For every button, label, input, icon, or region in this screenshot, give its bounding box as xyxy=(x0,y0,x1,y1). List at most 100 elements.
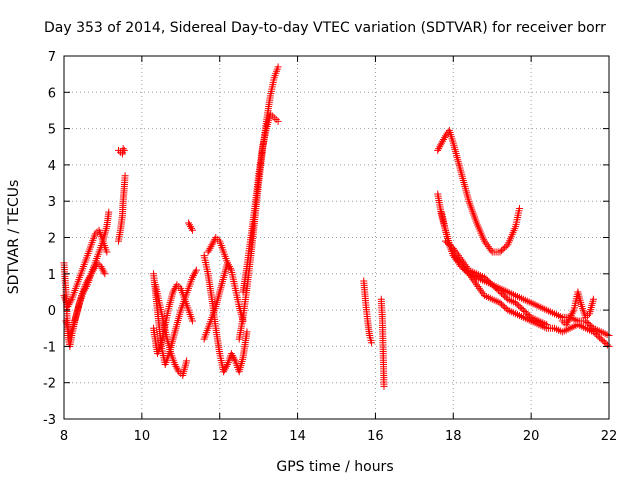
y-tick-label: 2 xyxy=(48,232,56,247)
data-point xyxy=(227,350,235,358)
data-point xyxy=(224,259,231,267)
data-point xyxy=(209,239,217,247)
data-point xyxy=(596,334,604,342)
data-point xyxy=(484,276,492,284)
data-point xyxy=(206,244,214,252)
data-point xyxy=(564,317,572,325)
y-tick-label: 4 xyxy=(48,159,56,174)
data-point xyxy=(498,300,506,308)
data-point xyxy=(380,382,388,390)
data-point xyxy=(89,266,97,274)
data-point xyxy=(99,266,107,274)
data-point xyxy=(494,286,502,294)
series-arc-l xyxy=(204,234,231,267)
x-tick-label: 22 xyxy=(601,429,618,444)
series-arc-q xyxy=(434,126,523,256)
x-axis-ticks: 8 10 12 14 16 18 20 22 xyxy=(60,56,617,444)
data-point xyxy=(186,221,194,229)
data-point xyxy=(191,268,199,276)
data-point xyxy=(480,237,488,245)
data-point xyxy=(437,141,445,149)
data-point xyxy=(593,331,601,339)
data-point xyxy=(543,321,551,329)
data-point xyxy=(603,341,611,349)
data-point xyxy=(86,272,94,280)
data-point xyxy=(569,308,577,316)
y-tick-label: 3 xyxy=(48,195,56,210)
data-point xyxy=(84,275,92,283)
data-point xyxy=(97,263,105,271)
data-point xyxy=(526,312,534,320)
data-point xyxy=(188,317,196,325)
data-point xyxy=(491,284,499,292)
data-point xyxy=(563,319,571,327)
data-point xyxy=(501,244,509,252)
data-point xyxy=(205,246,213,254)
data-point xyxy=(501,303,509,311)
data-point xyxy=(591,329,599,337)
data-point xyxy=(434,146,442,154)
data-point xyxy=(443,130,451,138)
data-point xyxy=(67,297,75,305)
data-point xyxy=(65,301,73,309)
data-point xyxy=(189,272,197,280)
data-point xyxy=(508,297,516,305)
data-point xyxy=(565,315,573,323)
data-point xyxy=(499,291,507,299)
data-point xyxy=(457,255,465,263)
data-point xyxy=(485,278,493,286)
data-point xyxy=(228,351,236,359)
series-arc-m xyxy=(235,63,282,343)
data-point xyxy=(204,248,212,256)
data-point xyxy=(98,264,106,272)
data-point xyxy=(243,328,251,336)
data-point xyxy=(471,279,479,287)
data-point xyxy=(474,283,482,291)
data-point xyxy=(82,279,90,287)
series-arc-c xyxy=(62,259,109,340)
data-point xyxy=(515,204,523,212)
data-point xyxy=(490,282,498,290)
data-point xyxy=(470,277,478,285)
data-point xyxy=(439,137,447,145)
data-point xyxy=(91,263,99,271)
data-point xyxy=(438,139,446,147)
data-point xyxy=(469,275,477,283)
x-tick-label: 10 xyxy=(134,429,151,444)
data-point xyxy=(192,266,200,274)
data-point xyxy=(568,310,576,318)
data-point xyxy=(442,237,449,245)
data-point xyxy=(188,273,196,281)
data-point xyxy=(499,245,507,253)
data-point xyxy=(602,339,610,347)
data-point xyxy=(498,289,506,297)
grid-lines xyxy=(64,56,609,419)
data-point xyxy=(599,337,607,345)
data-point xyxy=(105,208,113,216)
data-point xyxy=(515,302,523,310)
x-tick-label: 18 xyxy=(445,429,462,444)
data-point xyxy=(220,368,228,376)
y-axis-ticks: -3 -2 -1 0 1 2 3 4 5 6 7 xyxy=(43,50,609,428)
data-point xyxy=(449,244,457,252)
data-point xyxy=(171,361,179,369)
data-point xyxy=(64,302,72,310)
data-point xyxy=(103,248,111,256)
data-point xyxy=(480,273,488,281)
data-point xyxy=(496,299,504,307)
data-point xyxy=(436,143,444,151)
series-arc-s xyxy=(438,208,613,350)
data-point xyxy=(119,145,127,153)
data-point xyxy=(597,335,605,343)
data-point xyxy=(171,284,179,292)
data-point xyxy=(101,270,109,278)
data-point xyxy=(482,239,490,247)
data-markers xyxy=(60,63,613,390)
data-point xyxy=(226,264,234,272)
data-point xyxy=(456,253,464,261)
chart-title: Day 353 of 2014, Sidereal Day-to-day VTE… xyxy=(44,20,606,36)
series-arc-o xyxy=(360,277,376,347)
y-tick-label: 0 xyxy=(48,304,56,319)
data-point xyxy=(187,223,195,231)
